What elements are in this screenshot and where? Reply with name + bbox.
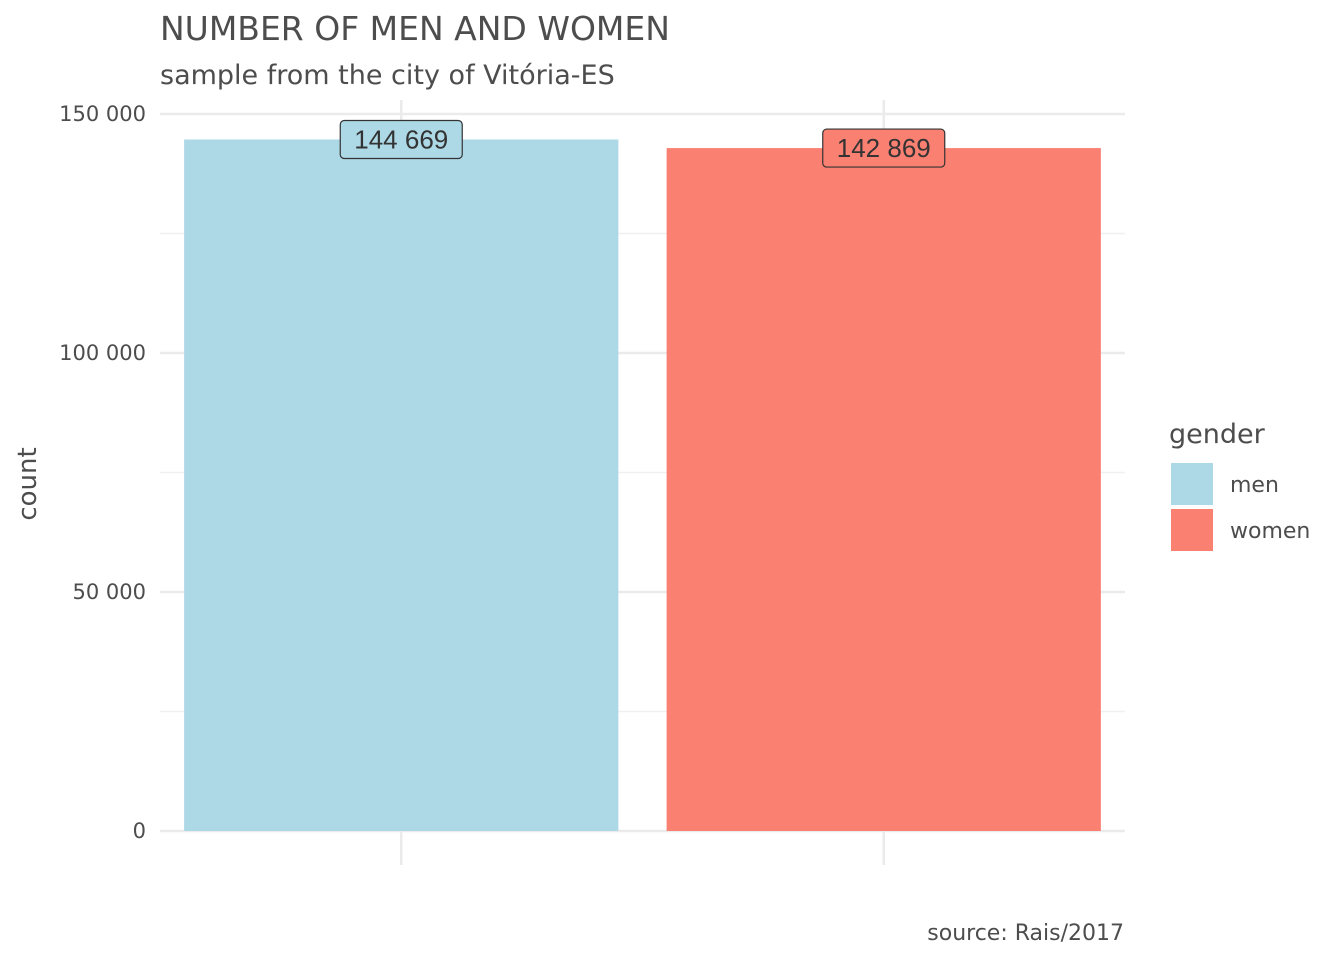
chart-title: NUMBER OF MEN AND WOMEN — [160, 9, 670, 48]
y-axis: 0 50 000 100 000 150 000 — [59, 102, 146, 843]
y-tick-label: 100 000 — [59, 341, 146, 365]
legend-swatch-men — [1171, 463, 1213, 505]
bars — [184, 139, 1101, 831]
data-labels: 144 669 142 869 — [339, 119, 946, 168]
legend-label-women: women — [1230, 519, 1310, 544]
chart-subtitle: sample from the city of Vitória-ES — [160, 60, 615, 91]
chart-caption: source: Rais/2017 — [927, 921, 1124, 946]
data-label-box — [822, 128, 946, 168]
y-tick-label: 150 000 — [59, 102, 146, 126]
bar-men — [184, 139, 619, 831]
data-label: 144 669 — [354, 124, 448, 154]
y-axis-label: count — [13, 447, 43, 520]
data-label-box — [339, 119, 463, 160]
bar-women — [666, 148, 1101, 831]
legend-title: gender — [1169, 419, 1266, 450]
y-tick-label: 50 000 — [73, 580, 146, 604]
legend-swatch-women — [1171, 509, 1213, 551]
legend-label-men: men — [1230, 473, 1279, 498]
data-label: 142 869 — [837, 133, 931, 163]
y-tick-label: 0 — [133, 819, 146, 843]
legend: gender men women — [1169, 419, 1310, 551]
